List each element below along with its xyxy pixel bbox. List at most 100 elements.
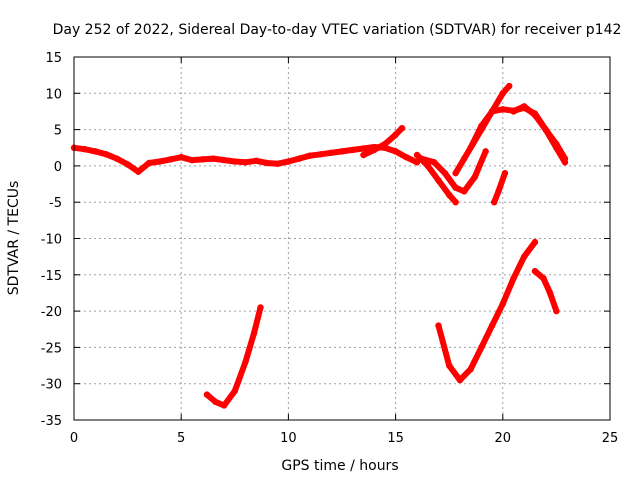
y-tick-label: -30 — [41, 378, 62, 393]
data-point — [495, 188, 502, 195]
data-point — [446, 191, 453, 199]
data-point — [478, 122, 485, 130]
data-point — [546, 289, 554, 297]
data-point — [461, 188, 468, 195]
data-point — [452, 199, 459, 206]
data-point — [491, 199, 498, 206]
data-point — [188, 156, 196, 164]
y-tick-label: -20 — [41, 305, 62, 320]
data-point — [203, 391, 211, 398]
data-point — [441, 169, 449, 177]
data-point — [561, 155, 569, 162]
data-point — [521, 103, 528, 110]
data-point — [461, 155, 468, 162]
data-point — [456, 376, 464, 384]
x-axis-title: GPS time / hours — [281, 458, 398, 474]
data-point — [471, 173, 479, 180]
x-tick-label: 5 — [177, 431, 185, 446]
data-point — [242, 358, 249, 366]
data-point — [360, 151, 367, 159]
data-point — [488, 108, 496, 115]
data-point — [531, 267, 539, 275]
tick-layer: 0 5 10 15 20 25 -35 -30 -25 -20 -15 -10 -5 0 5 10 15 — [41, 51, 619, 446]
y-tick-label: 5 — [54, 124, 62, 139]
data-point — [167, 156, 174, 163]
data-point — [430, 159, 438, 166]
data-point — [392, 148, 399, 155]
data-point — [452, 184, 459, 191]
data-point — [553, 307, 560, 315]
data-point — [521, 253, 528, 260]
y-tick-label: -15 — [41, 269, 62, 284]
x-tick-label: 10 — [280, 431, 297, 446]
data-point — [250, 329, 258, 337]
series-track-10 — [435, 239, 538, 384]
series-track-11 — [532, 268, 560, 315]
data-point — [124, 161, 131, 168]
data-point — [220, 156, 228, 164]
data-point — [435, 322, 442, 329]
data-point — [199, 156, 206, 163]
y-tick-label: 10 — [45, 87, 62, 102]
data-point — [542, 126, 549, 133]
data-point — [210, 155, 217, 162]
data-point — [360, 145, 367, 152]
data-point — [510, 108, 517, 115]
data-point — [553, 140, 560, 148]
y-tick-label: -25 — [41, 341, 62, 356]
y-axis-title: SDTVAR / TECUs — [6, 181, 22, 296]
chart-title: Day 252 of 2022, Sidereal Day-to-day VTE… — [53, 22, 622, 38]
data-point — [499, 300, 506, 308]
data-point — [263, 159, 271, 167]
series-layer — [70, 82, 569, 409]
x-tick-label: 0 — [70, 431, 78, 446]
data-point — [435, 177, 442, 184]
data-point — [113, 155, 121, 162]
data-point — [317, 151, 324, 158]
data-point — [501, 169, 509, 177]
data-point — [242, 159, 249, 166]
data-point — [295, 155, 303, 162]
y-tick-label: 15 — [45, 51, 62, 66]
data-point — [510, 275, 517, 282]
series-track-7 — [510, 103, 568, 162]
data-point — [478, 344, 485, 351]
data-point — [156, 158, 163, 165]
data-point — [446, 362, 453, 369]
data-point — [467, 144, 474, 151]
data-point — [231, 387, 238, 395]
y-tick-label: -10 — [41, 233, 62, 248]
data-point — [403, 153, 410, 161]
data-point — [92, 148, 99, 155]
data-point — [257, 304, 264, 311]
data-point — [488, 322, 496, 329]
data-point — [499, 106, 506, 113]
y-tick-label: -5 — [49, 196, 62, 211]
data-point — [338, 148, 346, 155]
y-tick-label: -35 — [41, 414, 62, 429]
data-point — [231, 158, 238, 165]
data-point — [253, 157, 260, 165]
data-point — [285, 158, 292, 165]
data-point — [424, 162, 431, 170]
grid-layer — [74, 57, 610, 420]
data-point — [220, 402, 228, 409]
data-point — [413, 151, 421, 159]
data-point — [212, 398, 219, 406]
data-point — [418, 155, 425, 162]
x-tick-label: 15 — [387, 431, 404, 446]
data-point — [506, 82, 513, 90]
data-point — [531, 238, 539, 246]
data-point — [349, 146, 356, 154]
data-point — [467, 365, 474, 373]
x-tick-label: 25 — [602, 431, 619, 446]
data-point — [482, 148, 489, 155]
data-point — [531, 111, 539, 119]
data-point — [145, 159, 153, 167]
data-point — [102, 151, 110, 158]
data-point — [392, 131, 399, 138]
data-point — [398, 124, 406, 132]
data-point — [135, 168, 142, 175]
data-point — [370, 146, 378, 154]
